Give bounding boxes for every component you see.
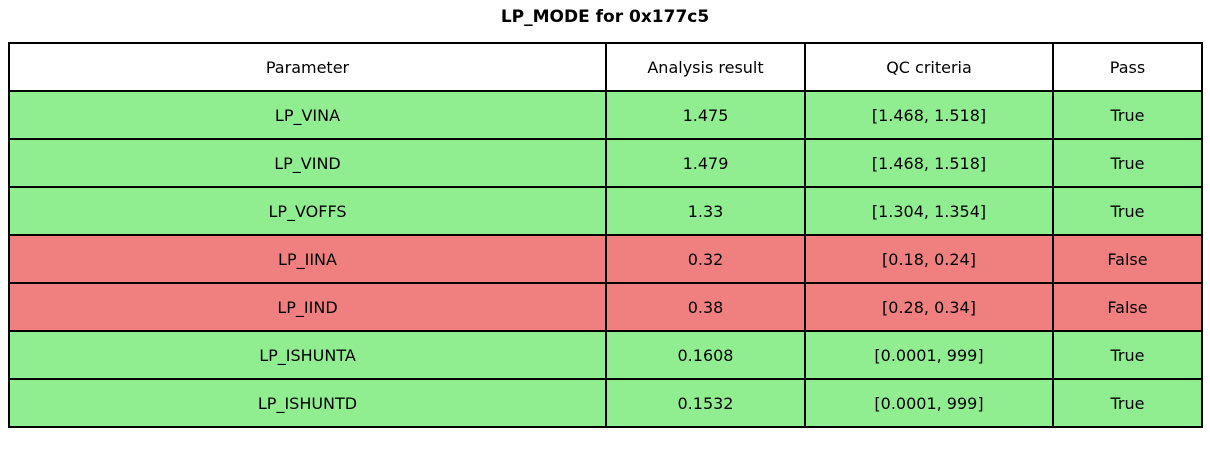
- cell-criteria: [1.304, 1.354]: [804, 186, 1054, 236]
- cell-criteria: [1.468, 1.518]: [804, 90, 1054, 140]
- cell-parameter: LP_VINA: [8, 90, 607, 140]
- cell-parameter: LP_VIND: [8, 138, 607, 188]
- col-header-analysis-result: Analysis result: [605, 42, 806, 92]
- table-row: LP_VINA 1.475 [1.468, 1.518] True: [8, 90, 1203, 140]
- cell-parameter: LP_ISHUNTD: [8, 378, 607, 428]
- table-row: LP_IINA 0.32 [0.18, 0.24] False: [8, 234, 1203, 284]
- header-row: Parameter Analysis result QC criteria Pa…: [8, 42, 1203, 92]
- cell-parameter: LP_IINA: [8, 234, 607, 284]
- col-header-parameter: Parameter: [8, 42, 607, 92]
- qc-table: Parameter Analysis result QC criteria Pa…: [8, 42, 1203, 428]
- cell-result: 0.38: [605, 282, 806, 332]
- table-body: LP_VINA 1.475 [1.468, 1.518] True LP_VIND 1.4…: [8, 90, 1203, 428]
- page-title: LP_MODE for 0x177c5: [500, 7, 710, 27]
- table-row: LP_ISHUNTD 0.1532 [0.0001, 999] True: [8, 378, 1203, 428]
- col-header-pass: Pass: [1052, 42, 1203, 92]
- cell-criteria: [0.0001, 999]: [804, 330, 1054, 380]
- cell-parameter: LP_IIND: [8, 282, 607, 332]
- cell-pass: False: [1052, 282, 1203, 332]
- cell-parameter: LP_VOFFS: [8, 186, 607, 236]
- cell-result: 0.1532: [605, 378, 806, 428]
- cell-result: 1.475: [605, 90, 806, 140]
- cell-pass: True: [1052, 138, 1203, 188]
- cell-pass: False: [1052, 234, 1203, 284]
- cell-result: 0.1608: [605, 330, 806, 380]
- cell-pass: True: [1052, 378, 1203, 428]
- cell-result: 0.32: [605, 234, 806, 284]
- col-header-qc-criteria: QC criteria: [804, 42, 1054, 92]
- cell-pass: True: [1052, 186, 1203, 236]
- cell-pass: True: [1052, 90, 1203, 140]
- table-row: LP_IIND 0.38 [0.28, 0.34] False: [8, 282, 1203, 332]
- cell-criteria: [0.18, 0.24]: [804, 234, 1054, 284]
- cell-result: 1.33: [605, 186, 806, 236]
- cell-result: 1.479: [605, 138, 806, 188]
- cell-parameter: LP_ISHUNTA: [8, 330, 607, 380]
- cell-pass: True: [1052, 330, 1203, 380]
- cell-criteria: [0.0001, 999]: [804, 378, 1054, 428]
- table-row: LP_VIND 1.479 [1.468, 1.518] True: [8, 138, 1203, 188]
- cell-criteria: [1.468, 1.518]: [804, 138, 1054, 188]
- table-row: LP_VOFFS 1.33 [1.304, 1.354] True: [8, 186, 1203, 236]
- table-row: LP_ISHUNTA 0.1608 [0.0001, 999] True: [8, 330, 1203, 380]
- cell-criteria: [0.28, 0.34]: [804, 282, 1054, 332]
